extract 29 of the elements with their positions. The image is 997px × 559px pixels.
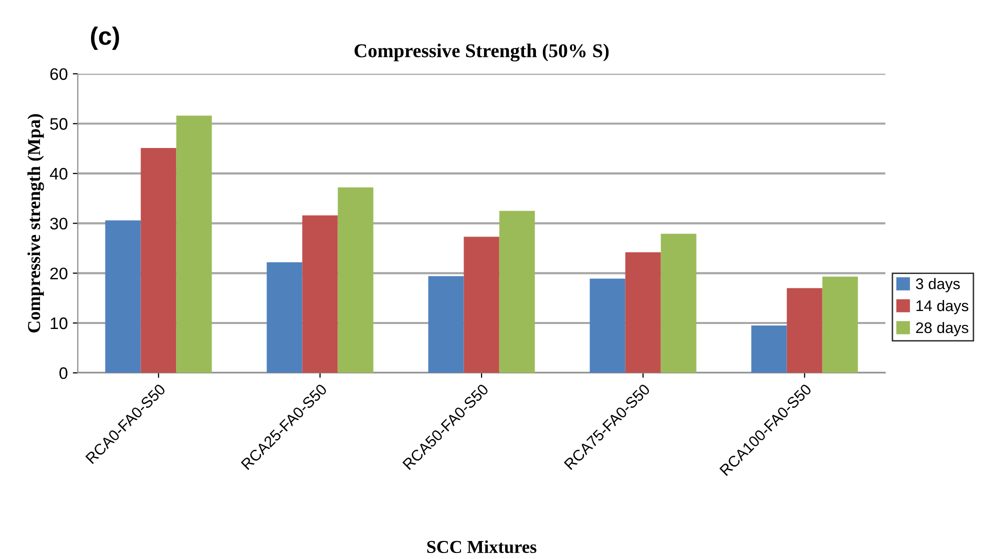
bar bbox=[786, 288, 822, 373]
bar bbox=[428, 276, 464, 373]
bar bbox=[464, 236, 500, 373]
chart-title: Compressive Strength (50% S) bbox=[354, 44, 609, 62]
y-tick-label: 60 bbox=[50, 68, 68, 80]
bar bbox=[266, 262, 302, 373]
bar bbox=[625, 252, 661, 373]
y-axis-title: Compressive strength (Mpa) bbox=[27, 114, 44, 332]
bar bbox=[302, 215, 338, 373]
bar bbox=[660, 234, 696, 373]
bar bbox=[590, 278, 626, 373]
bar bbox=[751, 326, 787, 373]
bar bbox=[338, 187, 374, 373]
legend-label: 14 days bbox=[916, 300, 968, 314]
y-tick-label: 20 bbox=[50, 268, 68, 280]
y-tick-label: 10 bbox=[50, 317, 68, 330]
y-tick-label: 0 bbox=[59, 367, 68, 380]
bar bbox=[499, 210, 535, 373]
y-tick-label: 40 bbox=[50, 168, 68, 180]
legend-label: 3 days bbox=[916, 278, 960, 292]
bar bbox=[822, 276, 858, 373]
y-tick-label: 30 bbox=[50, 218, 68, 230]
text: (c) bbox=[90, 26, 120, 50]
bar bbox=[105, 220, 141, 373]
y-tick-label: 50 bbox=[50, 118, 68, 130]
bar bbox=[140, 148, 176, 373]
bar bbox=[176, 116, 212, 373]
legend-label: 28 days bbox=[916, 322, 968, 336]
x-axis-title: SCC Mixtures bbox=[427, 540, 536, 554]
